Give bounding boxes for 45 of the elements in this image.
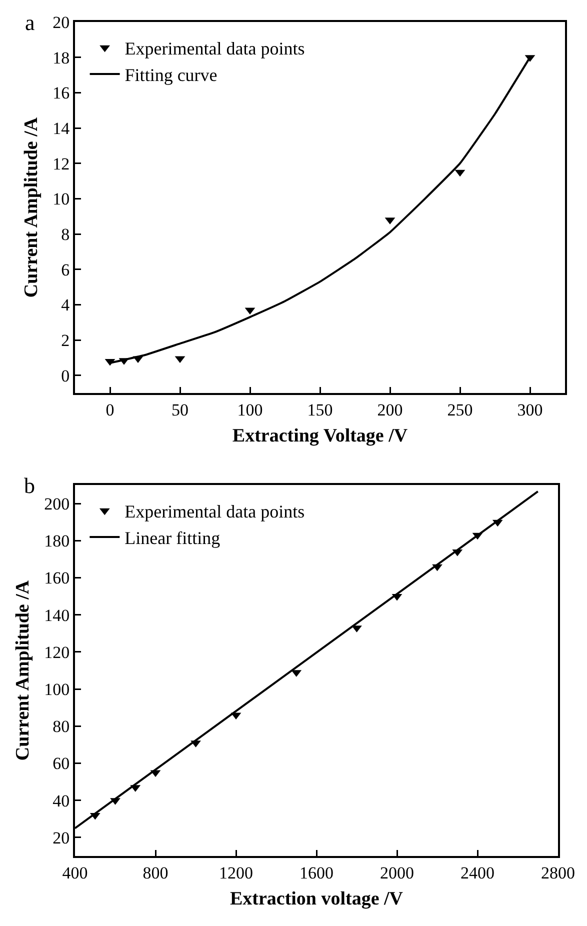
y-tick-label: 8 [61,224,70,244]
y-tick-label: 140 [44,606,70,625]
x-tick-label: 300 [517,400,543,420]
x-axis-title: Extraction voltage /V [230,888,404,910]
y-tick-label: 60 [52,754,70,774]
x-tick-label: 400 [62,863,88,882]
y-tick-label: 100 [44,680,70,699]
legend-label: Experimental data points [124,502,305,522]
y-tick-label: 120 [44,642,70,662]
x-tick-label: 150 [307,400,333,420]
y-tick-label: 20 [52,828,70,848]
y-tick-label: 6 [61,260,70,280]
y-axis-title: Current Amplitude /A [12,580,34,761]
x-tick-label: 2800 [541,863,575,882]
text: b [24,473,35,498]
y-tick-label: 16 [52,84,70,103]
y-tick-label: 20 [52,12,70,32]
x-tick-label: 1600 [300,863,334,882]
y-tick-label: 12 [52,154,70,174]
x-tick-label: 2000 [380,863,414,882]
x-tick-label: 1200 [219,863,253,882]
y-tick-label: 14 [52,118,70,138]
y-tick-label: 0 [61,366,70,386]
x-tick-label: 2400 [460,863,494,882]
y-tick-label: 4 [61,296,70,315]
y-tick-label: 80 [52,717,70,736]
x-tick-label: 250 [447,400,473,420]
y-tick-label: 18 [52,48,70,68]
text: a [25,10,35,35]
y-tick-label: 200 [44,494,70,514]
x-tick-label: 800 [142,863,168,882]
y-tick-label: 160 [44,568,70,588]
x-tick-label: 50 [172,400,188,420]
y-axis-title: Current Amplitude /A [20,117,42,298]
legend-label: Experimental data points [124,38,305,59]
y-tick-label: 2 [61,330,70,350]
x-tick-label: 200 [377,400,403,420]
legend-label: Linear fitting [124,528,220,548]
y-tick-label: 10 [52,190,70,209]
y-tick-label: 180 [44,532,70,551]
y-tick-label: 40 [52,791,70,810]
legend-label: Fitting curve [124,65,218,86]
x-tick-label: 0 [106,400,114,420]
x-axis-title: Extracting Voltage /V [232,426,408,447]
x-tick-label: 100 [237,400,263,420]
